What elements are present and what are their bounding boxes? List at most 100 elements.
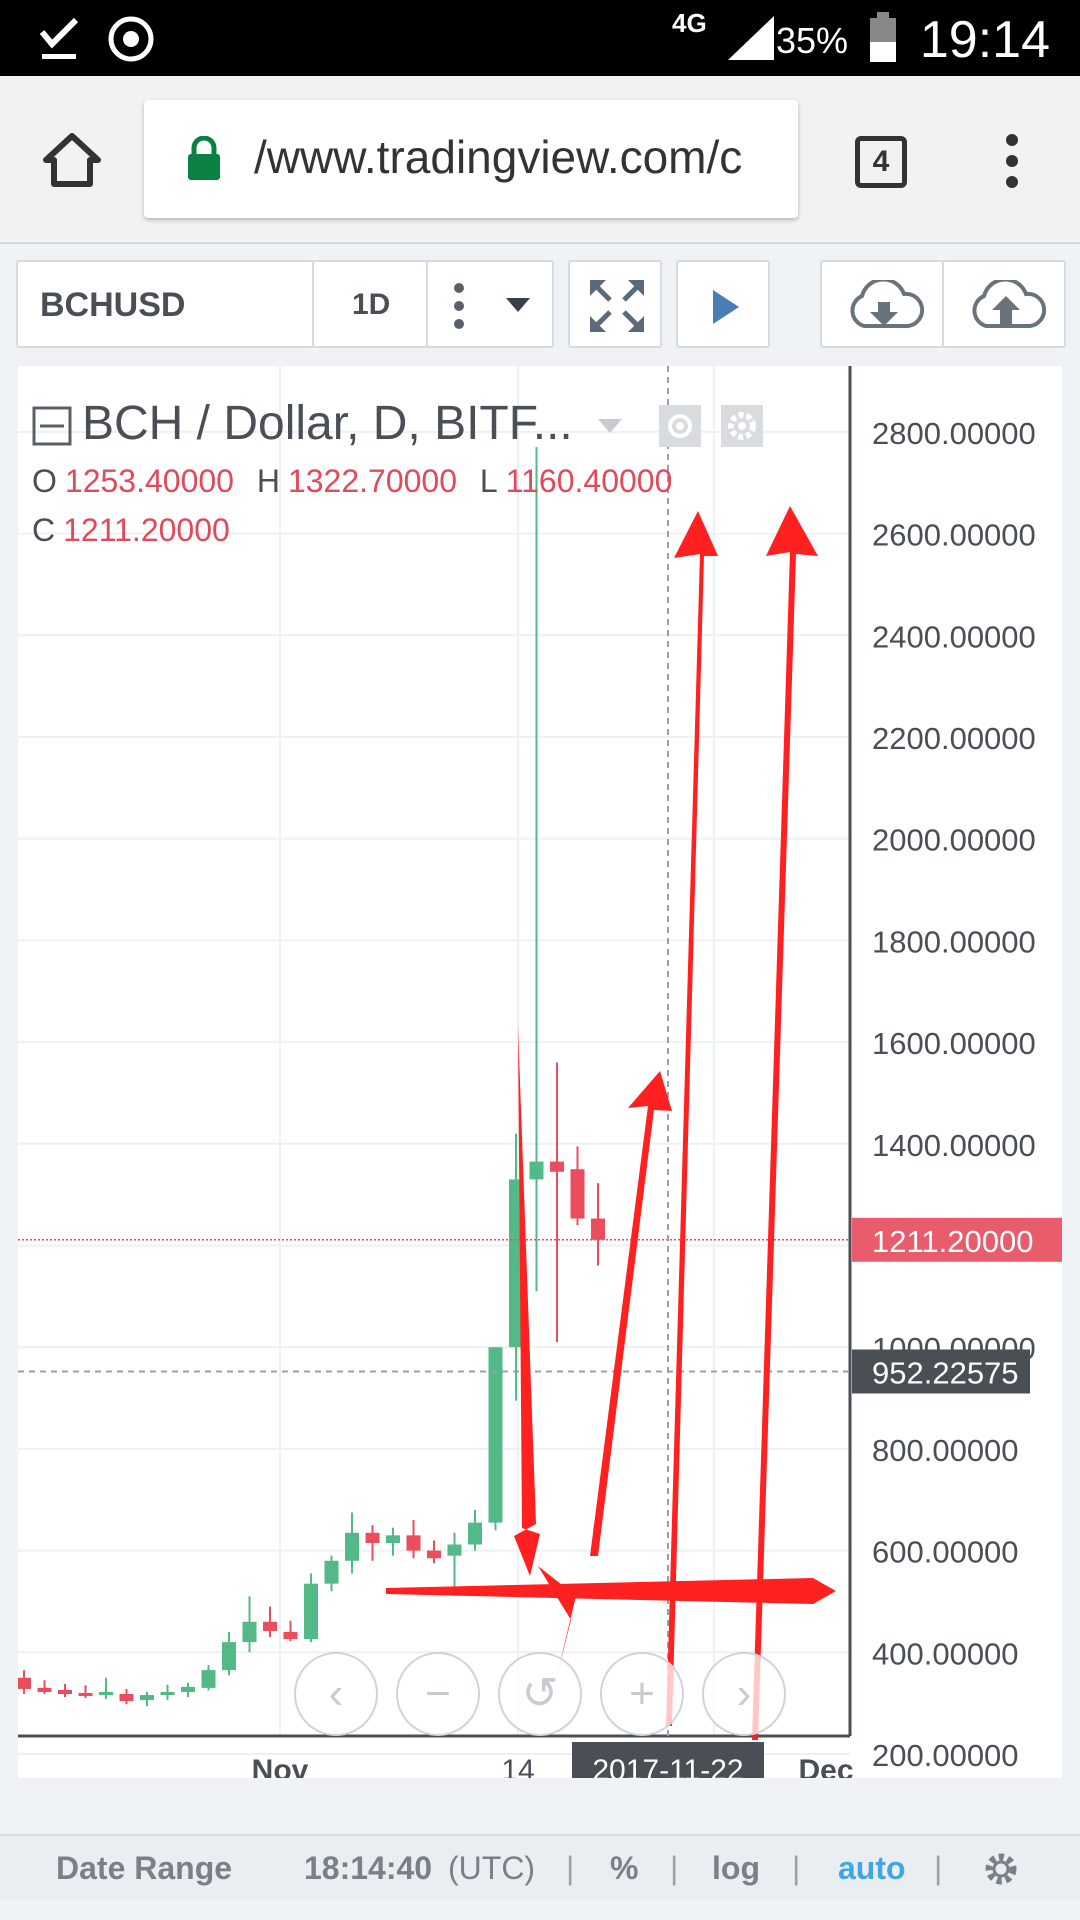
candle-body: [201, 1670, 216, 1688]
utc-clock: 18:14:40: [304, 1850, 433, 1886]
y-tick-label: 2400.00000: [872, 619, 1036, 654]
legend-title-row: BCH / Dollar, D, BITF...: [32, 396, 763, 451]
reset-chart-button[interactable]: ↺: [498, 1652, 582, 1736]
low-label: L: [479, 463, 498, 499]
separator: |: [670, 1850, 679, 1886]
candle-body: [99, 1691, 113, 1696]
candle-body: [222, 1642, 236, 1671]
home-icon[interactable]: [42, 132, 102, 188]
y-tick-label: 2000.00000: [872, 823, 1036, 858]
log-toggle[interactable]: log: [712, 1850, 760, 1886]
bottom-bar: Date Range 18:14:40 (UTC) | % | log | au…: [0, 1834, 1080, 1900]
separator: |: [934, 1850, 943, 1886]
chart-legend: BCH / Dollar, D, BITF... O 1253.40000 H 13…: [32, 396, 763, 549]
cloud-upload-icon: [972, 280, 1046, 328]
url-text: /www.tradingview.com/c: [254, 131, 743, 183]
high-label: H: [256, 463, 280, 499]
annotation-arrow: [590, 1071, 672, 1556]
y-tick-label: 2800.00000: [872, 416, 1036, 451]
candle-body: [427, 1550, 441, 1559]
more-menu-icon[interactable]: [1000, 132, 1024, 190]
scroll-right-button[interactable]: ›: [702, 1652, 786, 1736]
address-bar[interactable]: /www.tradingview.com/c: [144, 100, 798, 218]
kebab-icon: [454, 283, 464, 329]
lock-icon: [188, 136, 220, 180]
candle-body: [365, 1532, 380, 1543]
candle-body: [283, 1631, 298, 1640]
eye-icon[interactable]: [659, 405, 702, 448]
crosshair-date-label: 2017-11-22: [592, 1754, 743, 1778]
symbol-label: BCHUSD: [40, 286, 186, 324]
y-tick-label: 1400.00000: [872, 1128, 1036, 1163]
annotation-arrow: [752, 506, 818, 1740]
candle-body: [242, 1621, 257, 1643]
interval-button[interactable]: 1D: [312, 260, 428, 348]
price-chart[interactable]: 200.00000400.00000600.00000800.000001000…: [18, 366, 1062, 1778]
candle-body: [591, 1218, 605, 1240]
percent-toggle[interactable]: %: [610, 1850, 639, 1886]
crosshair-date-bg: [572, 1742, 764, 1778]
dropdown-icon: [506, 298, 530, 312]
candle-body: [140, 1695, 154, 1701]
y-tick-label: 2600.00000: [872, 518, 1036, 553]
fullscreen-icon: [590, 280, 644, 332]
chrome-icon: [108, 16, 154, 62]
status-bar: 4G 35% 19:14: [0, 0, 1080, 76]
clock: 19:14: [919, 11, 1050, 69]
chart-pane[interactable]: 200.00000 400.00000 600.00000 800.00000 1000…: [18, 366, 1062, 1778]
signal-icon: [728, 16, 774, 60]
interval-menu-button[interactable]: [426, 260, 554, 348]
date-range-button[interactable]: Date Range: [56, 1850, 233, 1886]
candle-body: [447, 1544, 462, 1556]
collapse-icon[interactable]: [32, 406, 72, 446]
play-icon: [713, 290, 739, 324]
symbol-button[interactable]: BCHUSD: [16, 260, 314, 348]
annotation-arrow: [386, 1578, 836, 1604]
candle-body: [263, 1621, 277, 1631]
close-label: C: [32, 512, 56, 548]
last-price-label-bg: [852, 1217, 1062, 1262]
y-tick-label: 1600.00000: [872, 1026, 1036, 1061]
open-label: O: [32, 463, 57, 499]
time-axis-label: Nov: [252, 1754, 309, 1778]
candle-body: [304, 1583, 318, 1640]
candle-body: [488, 1347, 503, 1523]
close-value: 1211.20000: [63, 512, 230, 548]
symbol-title: BCH / Dollar, D, BITF...: [82, 397, 573, 450]
zoom-in-button[interactable]: +: [600, 1652, 684, 1736]
load-chart-button[interactable]: [820, 260, 944, 348]
low-value: 1160.40000: [505, 463, 673, 499]
save-chart-button[interactable]: [942, 260, 1066, 348]
candle-body: [345, 1532, 359, 1561]
auto-toggle[interactable]: auto: [838, 1850, 906, 1886]
y-tick-label: 2200.00000: [872, 721, 1036, 756]
tab-switcher-button[interactable]: 4: [855, 136, 907, 188]
legend-dropdown-icon[interactable]: [598, 419, 623, 434]
open-value: 1253.40000: [64, 463, 234, 499]
time-axis-label: Dec: [798, 1754, 853, 1778]
zoom-out-button[interactable]: −: [396, 1652, 480, 1736]
crosshair-price-bg: [852, 1349, 1030, 1394]
timezone-label: (UTC): [448, 1850, 536, 1886]
download-done-icon: [39, 17, 79, 59]
y-tick-label: 800.00000: [872, 1433, 1019, 1468]
candle-body: [78, 1692, 93, 1696]
candle-body: [181, 1686, 195, 1692]
candle-body: [468, 1522, 482, 1545]
scroll-left-button[interactable]: ‹: [294, 1652, 378, 1736]
gear-icon[interactable]: [982, 1850, 1020, 1888]
last-price-label: 1211.20000: [872, 1224, 1033, 1259]
replay-button[interactable]: [676, 260, 770, 348]
y-tick-label: 1800.00000: [872, 924, 1036, 959]
annotation-arrow: [514, 1026, 540, 1576]
y-tick-label: 200.00000: [872, 1738, 1019, 1773]
battery-icon: [870, 12, 896, 62]
candle-body: [119, 1693, 134, 1702]
close-row: C 1211.20000: [32, 512, 763, 549]
battery-percent: 35%: [775, 20, 848, 61]
cloud-download-icon: [850, 280, 924, 328]
fullscreen-button[interactable]: [568, 260, 662, 348]
chart-toolbar: BCHUSD 1D: [0, 256, 1080, 352]
settings-icon[interactable]: [720, 405, 763, 448]
candle-body: [58, 1689, 72, 1694]
